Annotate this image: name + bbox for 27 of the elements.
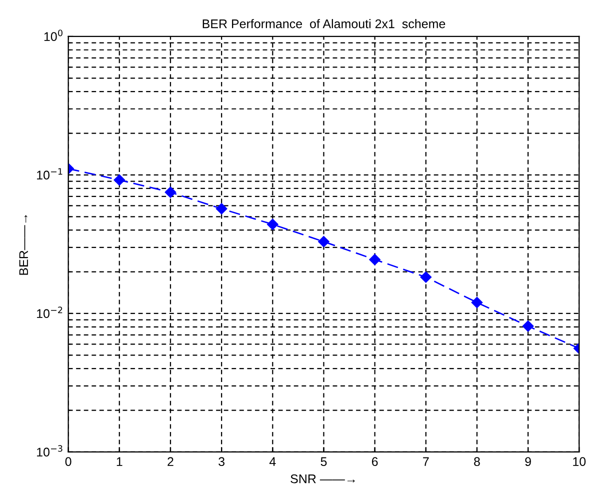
x-tick-label: 2 <box>168 457 174 466</box>
point <box>216 203 228 214</box>
x-tick-label: 10 <box>573 457 586 466</box>
point <box>471 296 483 308</box>
x-tick-label: 6 <box>372 457 378 466</box>
y-tick-label: 10$^{0}$ <box>44 30 62 42</box>
x-tick-label: 0 <box>65 457 72 466</box>
y-tick-label: 10$^{−3}$ <box>37 445 62 457</box>
point <box>267 218 278 230</box>
y-tick-label: 10$^{−1}$ <box>37 168 62 180</box>
x-tick-label: 5 <box>320 457 327 466</box>
x-axis-title: SNR ——→ <box>290 474 355 484</box>
x-tick-label: 8 <box>474 457 480 466</box>
point <box>522 320 534 332</box>
x-tick-label: 7 <box>423 457 429 466</box>
point <box>164 186 176 198</box>
x-tick-label: 1 <box>116 457 122 466</box>
x-tick-label: 3 <box>218 457 224 466</box>
point <box>420 272 432 283</box>
point <box>318 236 330 248</box>
chart-title: BER Performance of Alamouti 2x1 scheme <box>202 19 446 28</box>
x-tick-label: 4 <box>269 457 276 466</box>
x-tick-label: 9 <box>525 457 531 466</box>
point <box>369 254 380 266</box>
y-axis-title: BER——→ <box>19 215 28 275</box>
y-tick-label: 10$^{−2}$ <box>37 306 62 318</box>
point <box>114 174 125 186</box>
